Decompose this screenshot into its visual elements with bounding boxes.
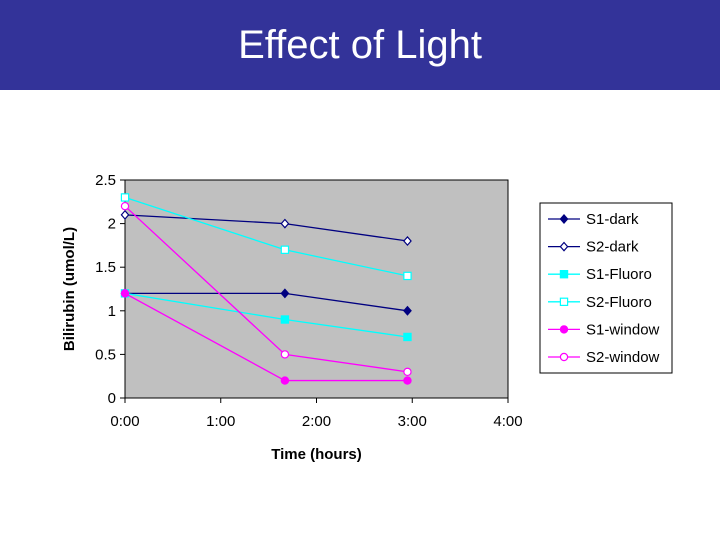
data-point-S1-dark [403, 305, 412, 316]
legend-marker [559, 297, 569, 306]
line-chart: 0 0.5 1 1.5 2 2.5 0:00 1:00 2:00 3:00 4:00 Time (… [61, 172, 673, 463]
legend-marker [559, 269, 569, 279]
y-tick-label: 2.5 [95, 172, 116, 189]
x-tick-label: 3:00 [398, 413, 427, 430]
x-axis-label: Time (hours) [271, 446, 362, 463]
y-tick-label: 1.5 [95, 259, 116, 276]
x-axis: 0:00 1:00 2:00 3:00 4:00 [110, 398, 523, 430]
data-point-S2-Fluoro [280, 245, 290, 254]
y-tick-label: 0.5 [95, 346, 116, 363]
data-point-S2-Fluoro [403, 271, 412, 281]
plot-area [124, 179, 509, 399]
data-point-S1-window [120, 289, 130, 298]
legend-label: S2-Fluoro [586, 294, 652, 311]
chart-container: 0 0.5 1 1.5 2 2.5 0:00 1:00 2:00 3:00 4:00 Time (… [40, 152, 680, 482]
data-point-S1-window [403, 376, 412, 385]
data-point-S1-window [280, 376, 290, 385]
data-point-S2-dark [120, 209, 130, 220]
legend-marker [559, 241, 569, 252]
legend-label: S1-Fluoro [586, 266, 652, 283]
data-point-S2-Fluoro [120, 193, 130, 202]
data-point-S2-dark [280, 218, 290, 229]
data-point-S1-dark [280, 288, 290, 299]
legend-marker [559, 352, 569, 362]
legend-label: S2-window [586, 349, 660, 366]
legend-label: S1-window [586, 321, 660, 338]
y-axis-label: Bilirubin (umol/L) [61, 227, 78, 351]
legend-label: S1-dark [586, 211, 639, 228]
x-tick-label: 1:00 [206, 413, 235, 430]
legend-label: S2-dark [586, 239, 639, 256]
data-point-S2-dark [403, 236, 412, 247]
data-point-S2-window [280, 350, 290, 359]
legend: S1-dark S2-dark S1-Fluoro S2-Fluoro S1-windo… [548, 211, 660, 366]
title-bar: Effect of Light [0, 0, 720, 90]
legend-box [539, 202, 673, 374]
data-point-S1-Fluoro [403, 332, 412, 342]
y-tick-label: 0 [108, 390, 116, 407]
y-axis: 0 0.5 1 1.5 2 2.5 [95, 172, 125, 407]
legend-marker [559, 325, 569, 334]
legend-marker [559, 213, 569, 225]
series-layer [120, 193, 412, 385]
x-tick-label: 4:00 [493, 413, 522, 430]
data-point-S2-window [120, 201, 130, 211]
y-tick-label: 2 [108, 216, 116, 233]
data-point-S2-window [403, 367, 412, 377]
slide-title: Effect of Light [238, 22, 482, 67]
x-tick-label: 2:00 [302, 413, 331, 430]
y-tick-label: 1 [108, 303, 116, 320]
x-tick-label: 0:00 [110, 413, 139, 430]
data-point-S1-Fluoro [280, 315, 290, 324]
